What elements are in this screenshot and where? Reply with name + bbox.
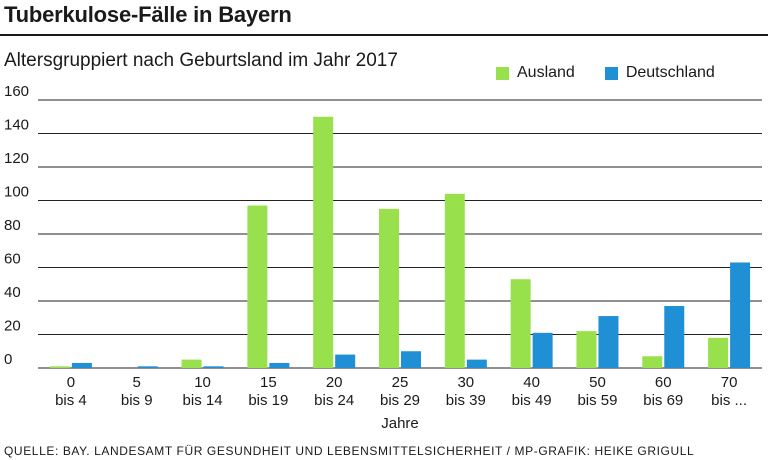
- y-tick-label: 40: [4, 284, 21, 301]
- x-tick-label-range: bis 39: [446, 392, 486, 409]
- y-tick-label: 100: [4, 184, 29, 201]
- bar-deutschland: [664, 306, 685, 368]
- bar-ausland: [49, 366, 70, 368]
- legend: Ausland Deutschland: [496, 64, 745, 82]
- y-tick-label: 120: [4, 150, 29, 167]
- legend-item-deutschland: Deutschland: [604, 64, 715, 82]
- bar-ausland: [379, 208, 399, 368]
- x-tick-label-range: bis 24: [314, 392, 354, 409]
- title-divider: [0, 34, 768, 36]
- x-tick-label: 40: [523, 374, 540, 391]
- x-tick-label-range: bis 29: [380, 392, 420, 409]
- legend-label-ausland: Ausland: [517, 64, 575, 81]
- bar-deutschland: [203, 366, 224, 368]
- x-tick-label-range: bis 69: [643, 392, 683, 409]
- x-axis-title: Jahre: [381, 415, 419, 432]
- x-tick-label: 70: [721, 374, 738, 391]
- x-tick-label-range: bis ...: [711, 392, 747, 409]
- legend-item-ausland: Ausland: [496, 64, 575, 82]
- y-tick-label: 0: [4, 351, 12, 368]
- x-tick-label: 50: [589, 374, 606, 391]
- y-tick-label: 60: [4, 251, 21, 268]
- bar-ausland: [181, 359, 202, 368]
- bar-ausland: [642, 356, 663, 368]
- legend-label-deutschland: Deutschland: [625, 64, 715, 81]
- x-tick-label: 10: [194, 374, 211, 391]
- bar-ausland: [510, 279, 531, 368]
- x-tick-label: 5: [133, 374, 141, 391]
- chart-subtitle: Altersgruppiert nach Geburtsland im Jahr…: [4, 50, 398, 71]
- source-credit: QUELLE: BAY. LANDESAMT FÜR GESUNDHEIT UN…: [4, 444, 695, 458]
- bar-ausland: [444, 193, 465, 368]
- x-tick-label: 60: [655, 374, 672, 391]
- bar-ausland: [313, 116, 334, 368]
- x-tick-label: 20: [326, 374, 343, 391]
- y-tick-label: 20: [4, 318, 21, 335]
- bar-deutschland: [730, 262, 751, 368]
- y-tick-label: 80: [4, 217, 21, 234]
- x-tick-label: 15: [260, 374, 277, 391]
- bar-deutschland: [598, 316, 619, 368]
- bar-deutschland: [269, 362, 290, 368]
- bar-deutschland: [71, 362, 92, 368]
- bar-ausland: [576, 331, 597, 368]
- x-tick-label-range: bis 19: [248, 392, 288, 409]
- x-tick-label: 30: [457, 374, 474, 391]
- x-tick-label-range: bis 4: [55, 392, 87, 409]
- bar-deutschland: [401, 351, 421, 368]
- bar-deutschland: [466, 359, 487, 368]
- y-tick-label: 140: [4, 117, 29, 134]
- bar-deutschland: [335, 354, 356, 368]
- x-tick-label: 0: [67, 374, 75, 391]
- bar-deutschland: [532, 332, 553, 368]
- x-tick-label-range: bis 14: [183, 392, 223, 409]
- x-tick-label-range: bis 59: [577, 392, 617, 409]
- bar-ausland: [247, 205, 268, 368]
- x-tick-label: 25: [392, 374, 409, 391]
- x-tick-label-range: bis 49: [512, 392, 552, 409]
- bar-ausland: [708, 337, 729, 368]
- x-tick-label-range: bis 9: [121, 392, 153, 409]
- legend-swatch-ausland: [496, 66, 509, 80]
- y-tick-label: 160: [4, 83, 29, 100]
- chart-title: Tuberkulose-Fälle in Bayern: [4, 2, 292, 27]
- bar-deutschland: [137, 366, 158, 368]
- legend-swatch-deutschland: [604, 66, 618, 80]
